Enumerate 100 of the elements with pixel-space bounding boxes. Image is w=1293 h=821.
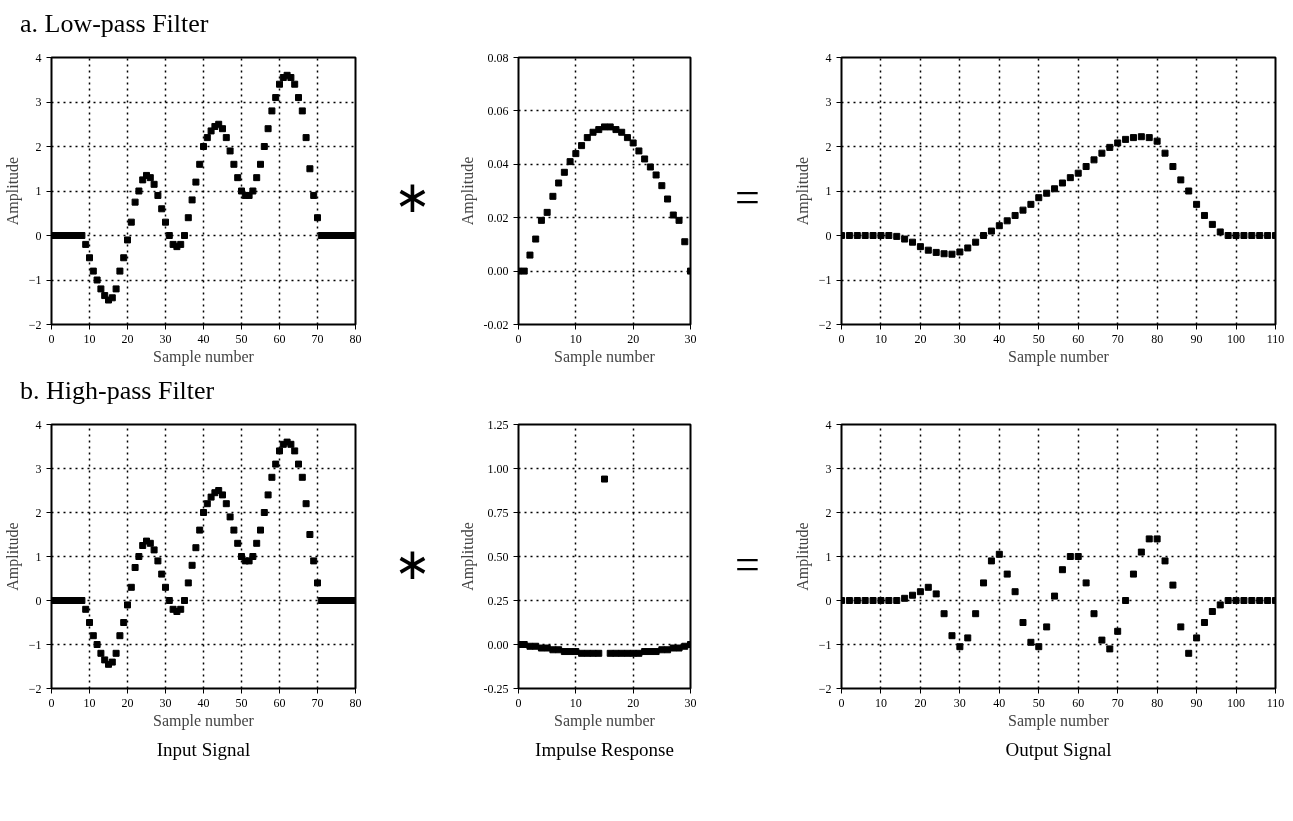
x-tick-label: 40 [197, 331, 210, 346]
point [1035, 194, 1043, 202]
point [1169, 581, 1177, 589]
y-tick-label: −1 [818, 637, 832, 652]
x-tick-label: 30 [953, 695, 966, 710]
x-tick-label: 60 [273, 331, 286, 346]
x-tick-label: 100 [1227, 695, 1246, 710]
x-tick-label: 0 [515, 695, 522, 710]
x-tick-label: 50 [235, 331, 248, 346]
point [1043, 189, 1051, 197]
point [572, 150, 580, 158]
point [1090, 610, 1098, 618]
y-tick-label: 0.04 [487, 157, 509, 172]
x-tick-label: 70 [311, 331, 324, 346]
x-tick-label: 50 [1032, 331, 1045, 346]
point [555, 179, 563, 187]
x-tick-label: 80 [349, 331, 362, 346]
point [1019, 619, 1027, 627]
point [1011, 588, 1019, 596]
point [869, 597, 877, 605]
point [1137, 548, 1145, 556]
y-tick-label: 3 [825, 95, 832, 110]
point [987, 557, 995, 565]
chart-title: b. High-pass Filter [20, 375, 215, 408]
x-tick-label: 100 [1227, 331, 1246, 346]
point [1122, 597, 1130, 605]
point [1224, 232, 1232, 240]
point [1137, 133, 1145, 141]
y-tick-label: 2 [35, 505, 42, 520]
y-tick-label: 3 [35, 461, 42, 476]
x-tick-label: 20 [627, 695, 640, 710]
point [972, 610, 980, 618]
point [532, 235, 540, 243]
point [932, 590, 940, 598]
y-tick-label: 1.25 [487, 417, 509, 432]
point [675, 217, 683, 225]
point [1011, 212, 1019, 220]
x-tick-label: 50 [235, 695, 248, 710]
text: ∗ [394, 539, 431, 592]
point [1185, 650, 1193, 658]
y-tick-label: 0 [35, 593, 42, 608]
point [1122, 136, 1130, 144]
point [1256, 232, 1264, 240]
point [1177, 623, 1185, 631]
y-tick-label: −2 [28, 681, 42, 696]
text: Impulse Response [535, 738, 674, 760]
x-tick-label: 40 [993, 331, 1006, 346]
point [1216, 228, 1224, 236]
y-tick-label: 0.08 [487, 50, 509, 65]
x-tick-label: 110 [1266, 695, 1285, 710]
x-axis-title: Sample number [153, 711, 255, 730]
point [1208, 221, 1216, 229]
point [980, 232, 988, 240]
point [1145, 134, 1153, 142]
point [916, 588, 924, 596]
point [618, 128, 626, 136]
point [669, 211, 677, 219]
point [1090, 156, 1098, 164]
y-tick-label: 4 [35, 417, 42, 432]
point [1051, 185, 1059, 193]
point [980, 579, 988, 587]
point [1161, 557, 1169, 565]
point [1074, 553, 1082, 561]
point [964, 634, 972, 642]
point [916, 243, 924, 251]
x-tick-label: 20 [627, 331, 640, 346]
point [995, 222, 1003, 230]
point [520, 267, 528, 275]
point [526, 251, 534, 259]
point [612, 126, 620, 134]
y-tick-label: 0 [825, 593, 832, 608]
point [623, 134, 631, 142]
point [1177, 176, 1185, 184]
y-tick-label: 3 [825, 461, 832, 476]
point [901, 595, 909, 603]
x-tick-label: 0 [515, 331, 522, 346]
point [595, 650, 603, 658]
x-tick-label: 20 [121, 695, 134, 710]
point [601, 475, 608, 483]
y-tick-label: 1.00 [487, 461, 509, 476]
y-tick-label: 1 [825, 549, 832, 564]
point [629, 139, 637, 147]
point [893, 233, 901, 241]
point [972, 238, 980, 246]
y-tick-label: 4 [35, 50, 42, 65]
point [940, 250, 948, 258]
point [948, 632, 956, 640]
y-axis-title: Amplitude [458, 522, 477, 591]
point [652, 648, 660, 656]
point [543, 209, 551, 216]
point [924, 584, 932, 592]
x-tick-label: 90 [1190, 695, 1203, 710]
point [1185, 187, 1193, 195]
point [845, 597, 853, 605]
point [1193, 634, 1201, 642]
point [1082, 163, 1090, 171]
y-tick-label: 4 [825, 50, 832, 65]
point [1003, 570, 1011, 578]
y-tick-label: 1 [35, 549, 42, 564]
point [1129, 570, 1137, 578]
